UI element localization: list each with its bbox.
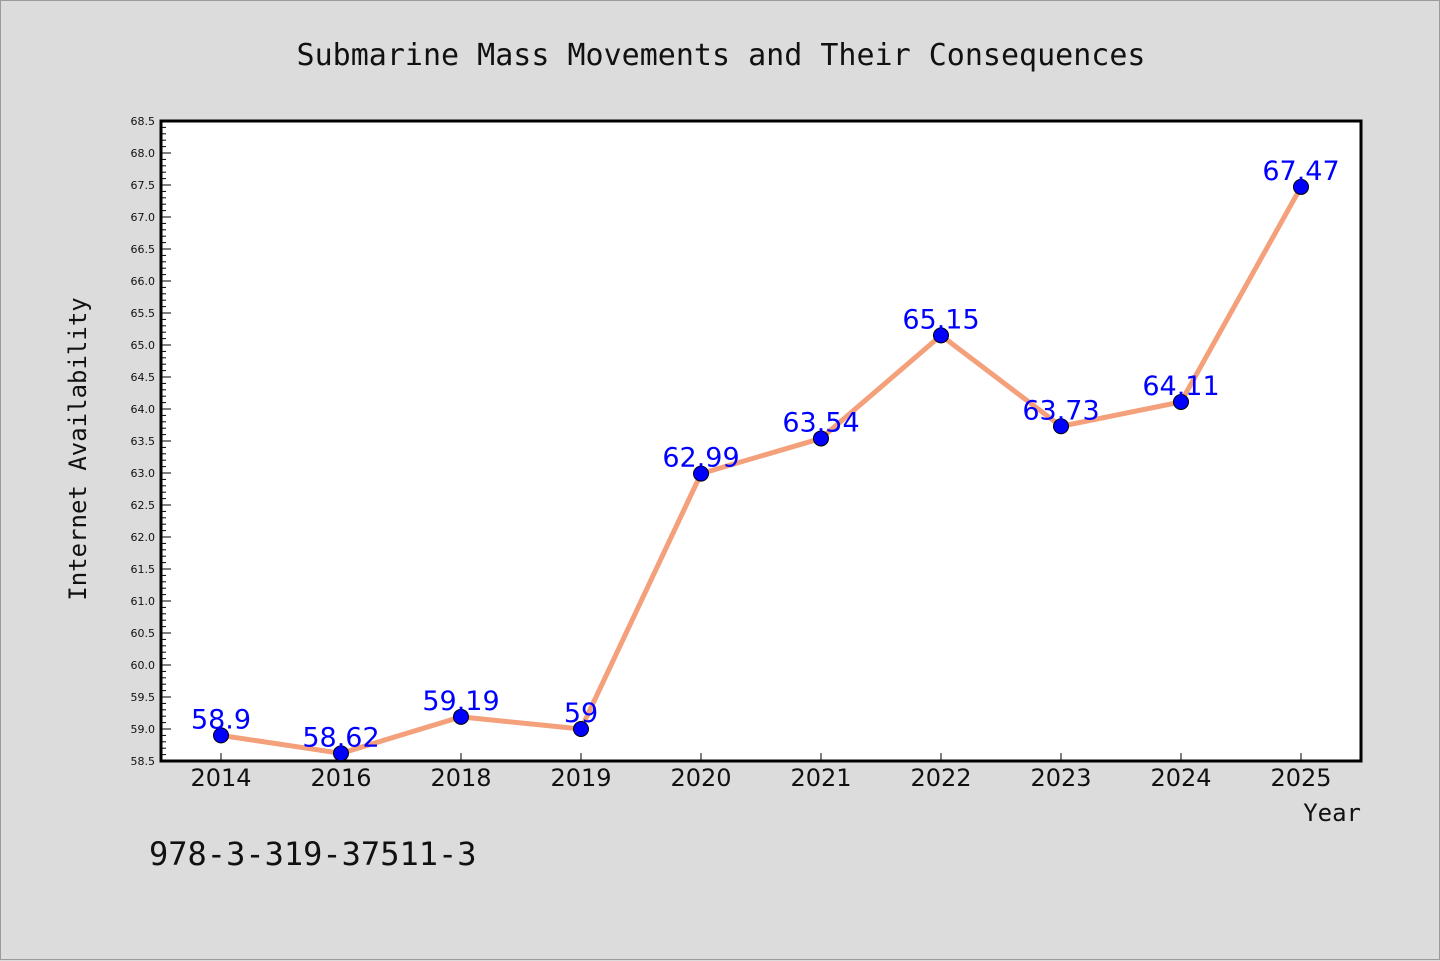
- data-label: 58.62: [302, 722, 379, 753]
- y-tick-label: 68.5: [131, 115, 156, 128]
- y-tick-label: 63.5: [131, 435, 156, 448]
- data-label: 64.11: [1142, 371, 1219, 402]
- series-layer: [213, 178, 1309, 762]
- data-point: [813, 430, 829, 447]
- y-tick-label: 66.0: [131, 275, 156, 288]
- data-point: [1053, 418, 1069, 435]
- y-tick-label: 61.5: [131, 563, 156, 576]
- x-tick-label: 2014: [190, 764, 251, 792]
- y-tick-label: 67.0: [131, 211, 156, 224]
- data-label: 62.99: [662, 443, 739, 474]
- y-tick-label: 65.5: [131, 307, 156, 320]
- y-tick-label: 65.0: [131, 339, 156, 352]
- data-label: 59: [564, 698, 598, 729]
- data-point: [573, 721, 589, 737]
- y-tick-label: 63.0: [131, 467, 156, 480]
- x-tick-label: 2018: [430, 764, 491, 792]
- x-tick-label: 2021: [790, 764, 851, 792]
- data-point: [333, 745, 349, 762]
- data-label: 65.15: [902, 304, 979, 335]
- y-tick-label: 61.0: [131, 595, 156, 608]
- data-label: 59.19: [422, 686, 499, 717]
- data-point: [1293, 178, 1309, 195]
- y-tick-label: 64.0: [131, 403, 156, 416]
- plot-area: [159, 119, 1363, 763]
- y-tick-label: 59.5: [131, 691, 156, 704]
- data-point: [453, 708, 469, 725]
- data-point: [693, 465, 709, 482]
- y-tick-label: 66.5: [131, 243, 156, 256]
- x-tick-label: 2016: [310, 764, 371, 792]
- x-tick-label: 2023: [1030, 764, 1091, 792]
- data-point: [213, 727, 229, 744]
- data-point: [1173, 393, 1189, 410]
- x-axis-label: Year: [1303, 799, 1361, 827]
- y-axis-label: Internet Availability: [64, 297, 92, 600]
- data-label: 63.73: [1022, 395, 1099, 426]
- y-tick-label: 59.0: [131, 723, 156, 736]
- data-label: 63.54: [782, 407, 859, 438]
- x-tick-label: 2024: [1150, 764, 1211, 792]
- x-tick-label: 2022: [910, 764, 971, 792]
- data-label: 67.47: [1262, 156, 1339, 187]
- y-axis-ticks: 58.5 59.0 59.5 60.0 60.5 61.0 61.5 62.0 62.5 63.0…: [131, 115, 171, 768]
- x-tick-label: 2019: [550, 764, 611, 792]
- data-label: 58.9: [191, 704, 251, 735]
- y-tick-label: 58.5: [131, 755, 156, 768]
- y-tick-label: 64.5: [131, 371, 156, 384]
- y-tick-label: 60.5: [131, 627, 156, 640]
- y-tick-label: 62.5: [131, 499, 156, 512]
- chart-title: Submarine Mass Movements and Their Conse…: [297, 38, 1146, 73]
- y-tick-label: 60.0: [131, 659, 156, 672]
- footer-code: 978-3-319-37511-3: [149, 835, 477, 873]
- x-tick-label: 2020: [670, 764, 731, 792]
- data-point: [933, 327, 949, 344]
- x-axis-ticks: 2014 2016 2018 2019 2020 2021 2022 2023 2024 2025: [190, 753, 1332, 792]
- y-tick-label: 68.0: [131, 147, 156, 160]
- series-line: [218, 184, 1304, 756]
- y-tick-label: 67.5: [131, 179, 156, 192]
- y-tick-label: 62.0: [131, 531, 156, 544]
- data-labels: 58.9 58.62 59.19 59 62.99 63.54 65.15 63.73 64.1…: [191, 156, 1340, 753]
- x-tick-label: 2025: [1270, 764, 1331, 792]
